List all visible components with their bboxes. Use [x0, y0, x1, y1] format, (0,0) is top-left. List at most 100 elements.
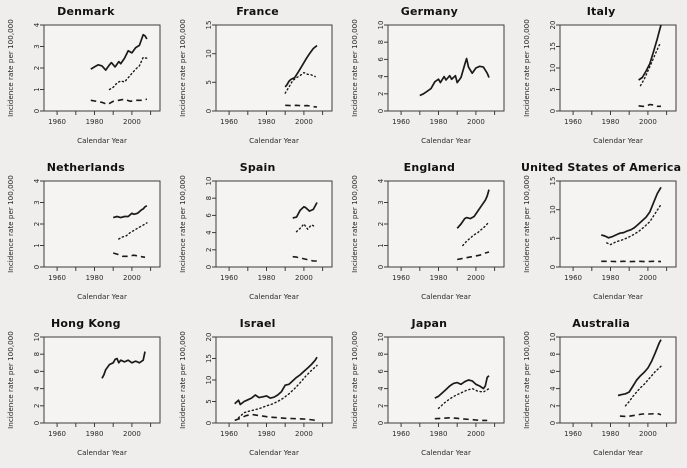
plot-box	[559, 180, 677, 268]
y-tick-label: 0	[205, 421, 213, 425]
y-tick-label: 4	[33, 178, 41, 183]
x-tick-label: 1980	[429, 118, 447, 126]
y-tick-label: 5	[205, 80, 213, 84]
series-solid	[456, 189, 490, 229]
series-dotted	[109, 56, 148, 91]
y-tick-label: 6	[377, 369, 385, 374]
x-axis-label: Calendar Year	[249, 136, 299, 145]
y-tick-label: 4	[377, 386, 385, 391]
x-tick-label: 2000	[295, 274, 313, 282]
series-solid	[617, 339, 662, 397]
x-tick-label: 2000	[123, 430, 141, 438]
y-tick-label: 10	[549, 333, 557, 342]
series-solid	[113, 204, 148, 219]
chart-panel: Netherlands 1960 1980 2000 0 1 2 3 4 Incidence r…	[0, 156, 172, 312]
y-tick-label: 1	[33, 243, 41, 247]
y-tick-label: 0	[33, 421, 41, 425]
x-tick-label: 1960	[220, 118, 238, 126]
plot-box	[43, 336, 161, 424]
x-tick-label: 2000	[639, 118, 657, 126]
series-dotted	[461, 221, 490, 247]
panel-title: Netherlands	[46, 161, 126, 174]
y-tick-label: 4	[33, 386, 41, 391]
plot-area: 1960 1980 2000 0 5 10 15 Incidence rate per 100…	[178, 19, 333, 145]
series-dotted	[639, 42, 662, 87]
y-tick-label: 4	[33, 22, 41, 27]
y-tick-label: 0	[377, 421, 385, 425]
x-tick-label: 2000	[295, 430, 313, 438]
series-dashed	[292, 255, 318, 262]
panel-title: United States of America	[521, 161, 682, 174]
y-tick-label: 2	[377, 222, 385, 226]
series-dashed	[456, 251, 490, 261]
chart-panel: Denmark 1960 1980 2000 0 1 2 3 4 Incidence rate …	[0, 0, 172, 156]
x-axis-label: Calendar Year	[77, 448, 127, 457]
x-tick-label: 2000	[467, 274, 485, 282]
y-tick-label: 2	[377, 92, 385, 96]
x-tick-label: 1980	[86, 274, 104, 282]
chart-panel: Israel 1960 1980 2000 0 5 10 15 20 Incidence rat…	[172, 312, 344, 468]
y-tick-label: 0	[549, 265, 557, 269]
y-axis-label: Incidence rate per 100,000	[6, 331, 15, 429]
y-tick-label: 15	[549, 177, 557, 186]
x-tick-label: 1960	[49, 118, 67, 126]
x-tick-label: 1960	[220, 274, 238, 282]
series-dotted	[437, 387, 490, 410]
x-tick-label: 2000	[123, 274, 141, 282]
plot-area: 1960 1980 2000 0 2 4 6 8 10 Incidence rate per 10…	[350, 19, 505, 145]
y-axis-label: Incidence rate per 100,000	[350, 175, 359, 273]
x-tick-label: 1960	[49, 430, 67, 438]
y-tick-label: 3	[33, 200, 41, 204]
plot-box	[387, 336, 505, 424]
x-tick-label: 1980	[429, 430, 447, 438]
chart-panel: Italy 1960 1980 2000 0 5 10 15 20 Incidence rate…	[515, 0, 687, 156]
y-axis-label: Incidence rate per 100,000	[6, 19, 15, 117]
x-axis-label: Calendar Year	[421, 136, 471, 145]
x-tick-label: 1980	[258, 430, 276, 438]
y-tick-label: 0	[377, 265, 385, 269]
y-tick-label: 8	[33, 352, 41, 356]
y-tick-label: 2	[549, 404, 557, 408]
series-dashed	[619, 412, 661, 418]
x-tick-label: 2000	[295, 118, 313, 126]
y-tick-label: 10	[33, 333, 41, 342]
panel-title: Israel	[239, 317, 276, 330]
plot-area: 1960 1980 2000 0 5 10 15 20 Incidence rate per 1…	[178, 331, 333, 457]
plot-box	[387, 180, 505, 268]
x-tick-label: 1980	[258, 274, 276, 282]
y-tick-label: 3	[377, 200, 385, 204]
x-axis-label: Calendar Year	[593, 448, 643, 457]
series-solid	[600, 186, 662, 239]
panel-title: Germany	[400, 5, 458, 18]
x-tick-label: 1960	[564, 274, 582, 282]
chart-panel: United States of America 1960 1980 2000 0 5 1…	[515, 156, 687, 312]
y-axis-label: Incidence rate per 100,000	[522, 331, 531, 429]
x-axis-label: Calendar Year	[77, 136, 127, 145]
x-axis-label: Calendar Year	[77, 292, 127, 301]
x-tick-label: 1960	[392, 430, 410, 438]
y-tick-label: 15	[205, 21, 213, 30]
y-tick-label: 10	[377, 21, 385, 30]
chart-panel: Spain 1960 1980 2000 0 2 4 6 8 10 Incidence rate …	[172, 156, 344, 312]
panel-title: Denmark	[57, 5, 115, 18]
plot-area: 1960 1980 2000 0 2 4 6 8 10 Incidence rate per 10…	[178, 175, 333, 301]
y-tick-label: 0	[377, 109, 385, 113]
plot-box	[215, 24, 333, 112]
y-tick-label: 8	[377, 40, 385, 44]
x-tick-label: 1980	[601, 430, 619, 438]
x-tick-label: 1980	[258, 118, 276, 126]
x-tick-label: 1960	[392, 118, 410, 126]
series-solid	[284, 44, 318, 88]
x-tick-label: 1960	[564, 430, 582, 438]
chart-panel: Germany 1960 1980 2000 0 2 4 6 8 10 Incidence rat…	[344, 0, 516, 156]
panel-title: Australia	[572, 317, 630, 330]
series-dashed	[234, 413, 318, 422]
y-tick-label: 15	[549, 42, 557, 51]
panel-title: England	[403, 161, 456, 174]
y-axis-label: Incidence rate per 100,000	[522, 175, 531, 273]
y-tick-label: 2	[33, 66, 41, 70]
x-tick-label: 1960	[564, 118, 582, 126]
plot-area: 1960 1980 2000 0 2 4 6 8 10 Incidence rate per 10…	[522, 331, 677, 457]
y-tick-label: 0	[205, 109, 213, 113]
